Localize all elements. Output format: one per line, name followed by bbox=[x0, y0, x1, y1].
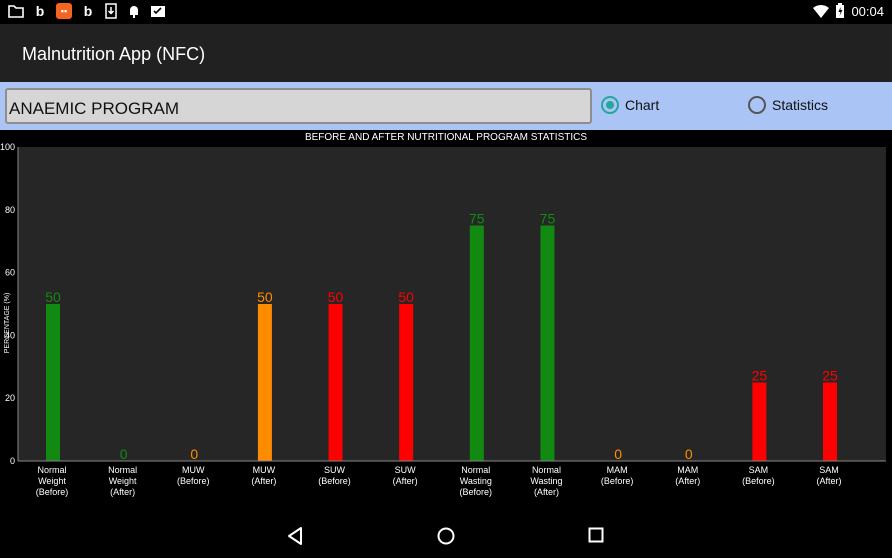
x-tick-label: SAM bbox=[749, 465, 769, 475]
bar-value-label: 0 bbox=[614, 446, 622, 462]
x-tick-label: Weight bbox=[38, 476, 66, 486]
x-tick-label: Weight bbox=[109, 476, 137, 486]
chart-radio[interactable]: Chart bbox=[601, 96, 659, 114]
x-tick-label: Normal bbox=[37, 465, 66, 475]
bar bbox=[257, 304, 272, 461]
chart-title: BEFORE AND AFTER NUTRITIONAL PROGRAM STA… bbox=[305, 132, 587, 143]
x-tick-label: Normal bbox=[532, 465, 561, 475]
x-tick-label: MAM bbox=[677, 465, 698, 475]
bar-value-label: 50 bbox=[257, 289, 273, 305]
x-tick-label: (After) bbox=[534, 487, 559, 497]
wifi-icon bbox=[813, 5, 830, 18]
x-tick-label: Normal bbox=[461, 465, 490, 475]
bar bbox=[469, 225, 484, 461]
bar-value-labels: 50 0 0 50 50 50 75 75 0 0 25 25 bbox=[45, 211, 838, 463]
bar-value-label: 50 bbox=[328, 289, 344, 305]
b-app-icon: b bbox=[35, 3, 45, 19]
app-bar: Malnutrition App (NFC) bbox=[0, 24, 892, 82]
bar bbox=[46, 304, 60, 461]
y-tick-label: 80 bbox=[5, 205, 15, 215]
x-tick-label: (Before) bbox=[742, 476, 775, 486]
y-axis-ticks: 0 20 40 60 80 100 bbox=[0, 142, 15, 466]
x-tick-label: (After) bbox=[251, 476, 276, 486]
y-tick-label: 20 bbox=[5, 393, 15, 403]
x-tick-label: (Before) bbox=[177, 476, 210, 486]
status-bar: b ▪▪ b 00:04 bbox=[0, 0, 892, 24]
x-tick-label: (Before) bbox=[460, 487, 493, 497]
chart-radio-indicator bbox=[601, 96, 619, 114]
x-tick-label: (After) bbox=[675, 476, 700, 486]
battery-icon bbox=[836, 3, 845, 18]
y-tick-label: 40 bbox=[5, 330, 15, 340]
app-title: Malnutrition App (NFC) bbox=[22, 44, 206, 64]
y-axis-label: PERCENTAGE (%) bbox=[4, 293, 11, 354]
x-axis-labels: NormalWeight(Before)NormalWeight(After)M… bbox=[36, 465, 842, 497]
x-tick-label: MAM bbox=[607, 465, 628, 475]
bar bbox=[399, 304, 414, 461]
checklist-icon bbox=[151, 6, 165, 17]
x-tick-label: (After) bbox=[393, 476, 418, 486]
bar-value-label: 25 bbox=[752, 368, 768, 384]
x-tick-label: Normal bbox=[108, 465, 137, 475]
x-tick-label: (Before) bbox=[601, 476, 634, 486]
x-tick-label: (Before) bbox=[318, 476, 351, 486]
home-icon[interactable] bbox=[437, 527, 455, 545]
orange-app-icon: ▪▪ bbox=[56, 3, 72, 19]
back-icon[interactable] bbox=[286, 526, 304, 546]
bar-chart: BEFORE AND AFTER NUTRITIONAL PROGRAM STA… bbox=[0, 130, 892, 505]
statistics-radio-label: Statistics bbox=[772, 97, 829, 113]
bar-value-label: 50 bbox=[398, 289, 414, 305]
system-icons: 00:04 bbox=[813, 3, 884, 19]
chart-radio-label: Chart bbox=[625, 97, 660, 113]
bar bbox=[823, 382, 837, 461]
bars bbox=[46, 225, 837, 461]
x-tick-label: MUW bbox=[182, 465, 205, 475]
chart-container: BEFORE AND AFTER NUTRITIONAL PROGRAM STA… bbox=[0, 130, 892, 505]
bar-value-label: 25 bbox=[822, 368, 838, 384]
android-debug-icon bbox=[130, 6, 138, 18]
bar-value-label: 0 bbox=[190, 446, 198, 462]
y-tick-label: 0 bbox=[10, 456, 15, 466]
y-tick-label: 60 bbox=[5, 268, 15, 278]
controls-row: ANAEMIC PROGRAM Chart Statistics bbox=[0, 82, 892, 130]
download-icon bbox=[105, 3, 117, 19]
bar bbox=[752, 382, 767, 461]
bar bbox=[540, 225, 555, 461]
bar-value-label: 0 bbox=[685, 446, 693, 462]
bar-value-label: 50 bbox=[45, 289, 61, 305]
x-tick-label: SUW bbox=[395, 465, 417, 475]
navigation-bar bbox=[0, 505, 892, 558]
statistics-radio-indicator bbox=[748, 96, 766, 114]
statistics-radio[interactable]: Statistics bbox=[748, 96, 828, 114]
program-field[interactable]: ANAEMIC PROGRAM bbox=[5, 88, 592, 124]
folder-icon bbox=[8, 5, 24, 18]
x-tick-label: MUW bbox=[253, 465, 276, 475]
b-app-icon: b bbox=[83, 3, 93, 19]
notification-icons: b ▪▪ b bbox=[8, 3, 166, 19]
x-tick-label: Wasting bbox=[460, 476, 492, 486]
x-tick-label: (After) bbox=[110, 487, 135, 497]
x-tick-label: (After) bbox=[816, 476, 841, 486]
bar-value-label: 75 bbox=[540, 211, 556, 227]
program-field-value: ANAEMIC PROGRAM bbox=[9, 99, 180, 118]
x-tick-label: Wasting bbox=[530, 476, 562, 486]
recents-icon[interactable] bbox=[588, 527, 604, 543]
x-tick-label: (Before) bbox=[36, 487, 69, 497]
x-tick-label: SAM bbox=[819, 465, 839, 475]
bar-value-label: 0 bbox=[120, 446, 128, 462]
x-tick-label: SUW bbox=[324, 465, 346, 475]
bar bbox=[328, 304, 343, 461]
bar-value-label: 75 bbox=[469, 211, 485, 227]
y-tick-label: 100 bbox=[0, 142, 15, 152]
clock: 00:04 bbox=[851, 3, 884, 19]
